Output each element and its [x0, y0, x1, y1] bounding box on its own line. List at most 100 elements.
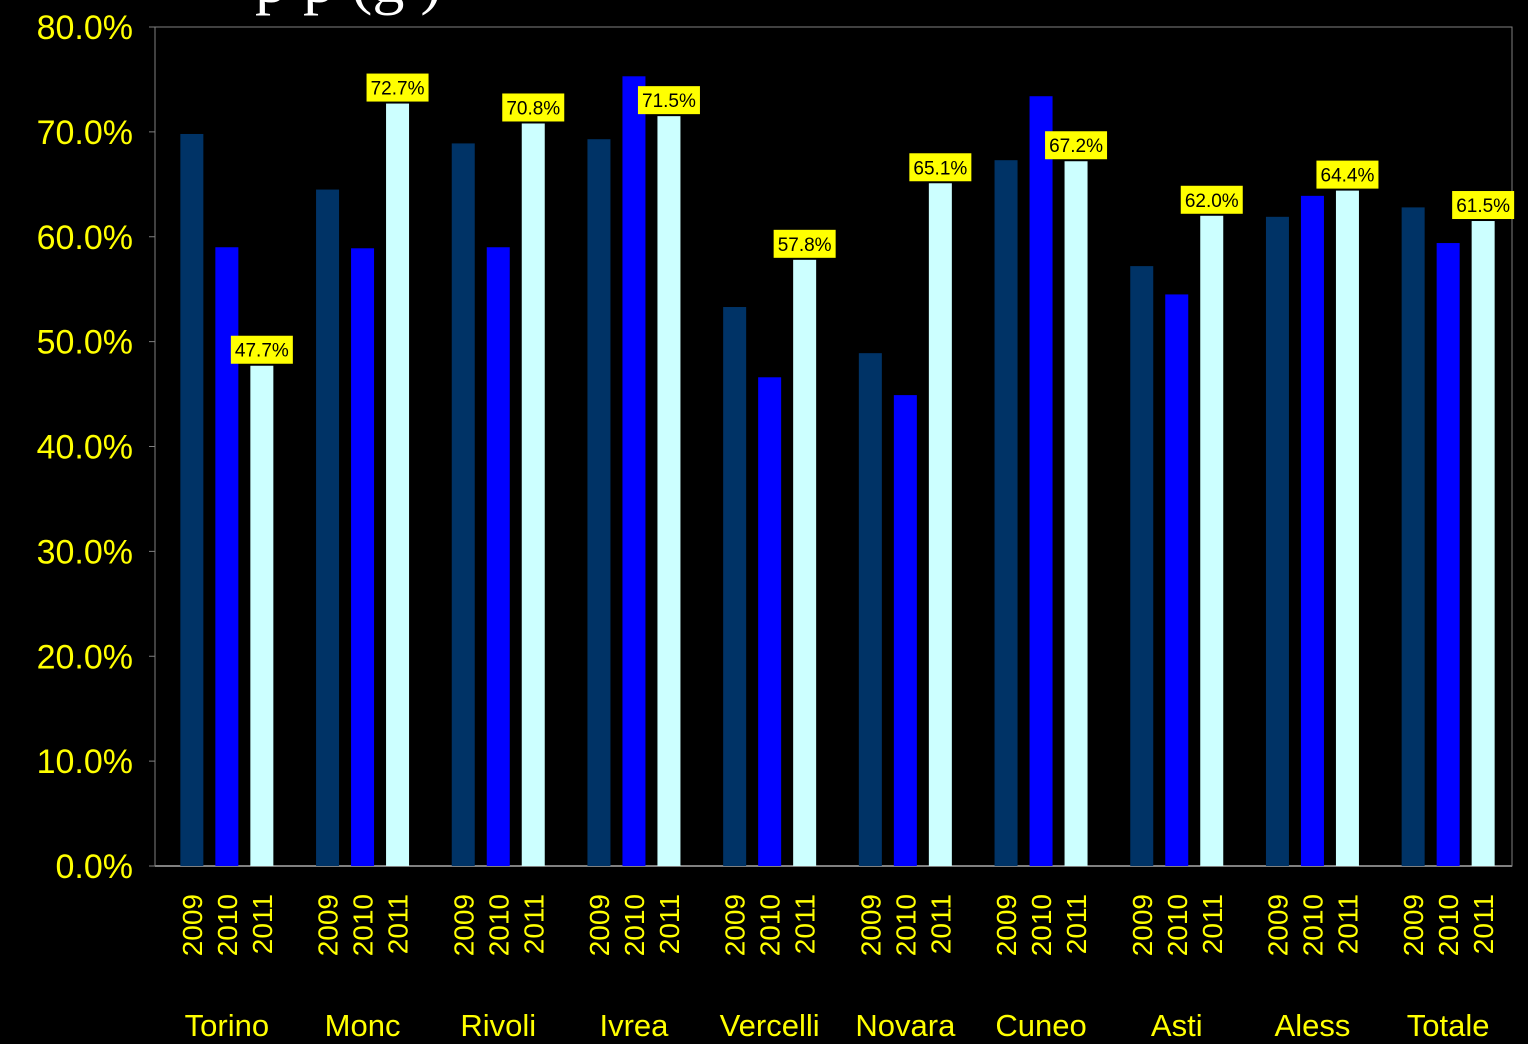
bar: [723, 307, 747, 866]
bar: [1436, 243, 1460, 867]
bar: [758, 377, 782, 866]
x-category-label: Aless: [1275, 1008, 1351, 1043]
y-tick-label: 40.0%: [37, 429, 133, 467]
x-year-label: 2010: [1297, 894, 1328, 956]
data-label: 57.8%: [778, 235, 832, 256]
x-year-label: 2010: [1433, 894, 1464, 956]
x-category-label: Novara: [855, 1008, 956, 1043]
x-category-label: Cuneo: [995, 1008, 1086, 1043]
x-year-label: 2011: [925, 894, 956, 954]
x-year-label: 2011: [1332, 894, 1363, 954]
bar: [1029, 96, 1053, 866]
x-year-label: 2011: [654, 894, 685, 954]
x-year-label: 2009: [177, 894, 208, 956]
y-tick-label: 30.0%: [37, 533, 133, 571]
data-label-box: [502, 93, 565, 122]
bar: [1165, 294, 1189, 866]
x-year-label: 2011: [1197, 894, 1228, 954]
y-tick-label: 50.0%: [37, 324, 133, 362]
data-label: 72.7%: [371, 79, 425, 100]
x-category-label: Monc: [325, 1008, 401, 1043]
x-category-label: Asti: [1151, 1008, 1203, 1043]
bar: [893, 395, 917, 866]
bar: [1471, 221, 1495, 867]
bar: [587, 139, 611, 866]
bar: [521, 123, 545, 867]
bar: [351, 248, 375, 866]
bar: [316, 189, 340, 866]
data-label-box: [1045, 131, 1108, 160]
data-label: 70.8%: [506, 98, 560, 119]
bar: [1401, 207, 1425, 866]
x-year-label: 2009: [855, 894, 886, 956]
data-label: 62.0%: [1185, 191, 1239, 212]
bar: [928, 183, 952, 867]
x-year-label: 2011: [383, 894, 414, 954]
bar: [1130, 266, 1154, 866]
x-year-label: 2009: [991, 894, 1022, 956]
x-category-label: Totale: [1407, 1008, 1490, 1043]
chart-bars: [180, 76, 1495, 867]
x-year-label: 2011: [518, 894, 549, 954]
x-year-label: 2010: [212, 894, 243, 956]
data-label-box: [366, 73, 429, 102]
x-category-label: Vercelli: [720, 1008, 820, 1043]
x-year-label: 2010: [1162, 894, 1193, 956]
data-label: 67.2%: [1049, 136, 1103, 157]
x-category-label: Ivrea: [599, 1008, 669, 1043]
data-labels: 47.7% 72.7% 70.8% 71.5% 57.8% 65.1% 67.2% 62.0%…: [230, 73, 1515, 364]
x-category-label: Torino: [185, 1008, 269, 1043]
bar: [622, 76, 646, 866]
y-tick-label: 80.0%: [37, 9, 133, 47]
x-year-label: 2009: [584, 894, 615, 956]
bar: [180, 133, 204, 866]
x-year-label: 2009: [720, 894, 751, 956]
x-year-label: 2010: [1026, 894, 1057, 956]
x-year-label: 2009: [1127, 894, 1158, 956]
chart-title-fragment: p p (g ): [255, 0, 442, 16]
data-label: 47.7%: [235, 341, 289, 362]
x-year-label: 2009: [313, 894, 344, 956]
data-label: 61.5%: [1456, 196, 1510, 217]
y-tick-label: 60.0%: [37, 219, 133, 257]
bar: [250, 365, 274, 866]
y-tick-label: 10.0%: [37, 743, 133, 781]
bar: [451, 143, 475, 866]
x-year-label: 2009: [1262, 894, 1293, 956]
y-axis-ticks: 0.0% 10.0% 20.0% 30.0% 40.0% 50.0% 60.0% 70.0% 8…: [37, 9, 155, 886]
x-year-label: 2009: [448, 894, 479, 956]
data-label: 64.4%: [1321, 166, 1375, 187]
bar: [793, 259, 817, 866]
bar: [1265, 216, 1289, 867]
x-year-label: 2010: [348, 894, 379, 956]
data-label-box: [230, 335, 293, 364]
data-label-box: [773, 229, 836, 258]
x-year-label: 2010: [890, 894, 921, 956]
data-label: 65.1%: [913, 158, 967, 179]
y-tick-label: 20.0%: [37, 638, 133, 676]
bar: [994, 160, 1018, 866]
data-label-box: [1316, 160, 1379, 189]
bar: [858, 353, 882, 866]
data-label-box: [1180, 185, 1243, 214]
bar: [1200, 215, 1224, 866]
x-year-label: 2011: [247, 894, 278, 954]
x-year-label: 2011: [1061, 894, 1092, 954]
x-year-label: 2011: [790, 894, 821, 954]
x-year-label: 2011: [1468, 894, 1499, 954]
data-label-box: [909, 153, 972, 182]
bar: [486, 247, 510, 867]
x-category-label: Rivoli: [460, 1008, 536, 1043]
x-year-label: 2010: [483, 894, 514, 956]
x-year-label: 2010: [619, 894, 650, 956]
y-tick-label: 0.0%: [56, 848, 134, 886]
bar: [386, 103, 410, 867]
data-label-box: [637, 86, 700, 115]
bar: [657, 116, 681, 867]
bar: [1335, 190, 1359, 867]
bar: [215, 247, 239, 867]
x-year-label: 2010: [755, 894, 786, 956]
x-year-label: 2009: [1398, 894, 1429, 956]
